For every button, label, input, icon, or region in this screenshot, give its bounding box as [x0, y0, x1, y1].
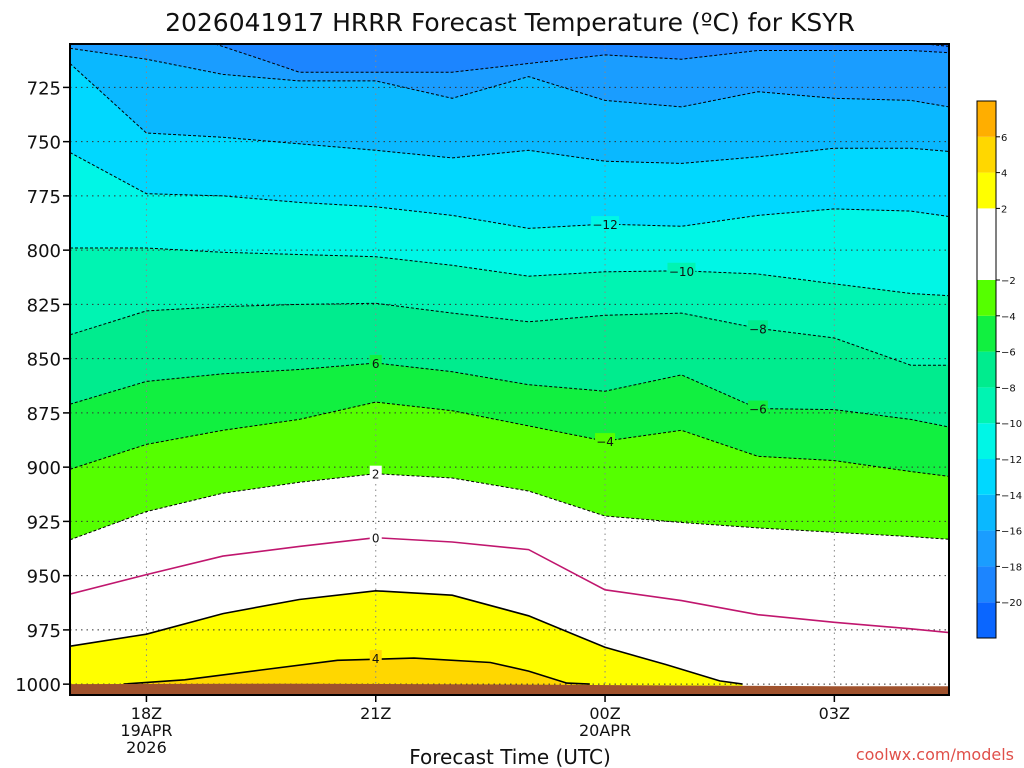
- colorbar-swatch: [977, 459, 996, 495]
- ground-surface: [70, 683, 949, 695]
- contour-lines: 402−46−6−8−10−10−12−12: [70, 44, 949, 685]
- credit-text: coolwx.com/models: [856, 745, 1014, 764]
- colorbar-label: 2: [1001, 204, 1007, 215]
- colorbar-swatch: [977, 387, 996, 424]
- contour-line: [215, 44, 949, 73]
- colorbar-swatch: [977, 172, 996, 209]
- contour-line: [70, 63, 949, 164]
- colorbar-label: 6: [1001, 133, 1007, 144]
- contour-label-bg: [747, 320, 768, 336]
- contour-label-bg: [591, 216, 620, 232]
- colorbar-swatch: [977, 494, 996, 531]
- contour-label-bg: [595, 433, 616, 449]
- colorbar-label: −4: [1001, 312, 1016, 323]
- colorbar: 6 4 2 −2 −4 −6 −8 −10 −12 −14 −16 −18 −20: [976, 100, 1022, 639]
- colorbar-swatch: [977, 423, 996, 459]
- contour-label: −12: [592, 218, 617, 232]
- x-tick-label: 18Z: [131, 704, 162, 723]
- colorbar-swatch: [977, 136, 996, 173]
- colorbar-swatch: [977, 351, 996, 388]
- chart-title: 2026041917 HRRR Forecast Temperature (ºC…: [165, 8, 855, 37]
- contour-label-bg: [369, 650, 382, 666]
- band-fill: [70, 590, 743, 695]
- colorbar-swatch: [977, 208, 996, 280]
- contour-label: 6: [372, 357, 380, 371]
- plot-area: 402−46−6−8−10−10−12−12: [70, 44, 949, 695]
- contour-label-bg: [667, 262, 696, 278]
- x-tick-label: 00Z: [589, 704, 620, 723]
- contour-line: [70, 473, 949, 541]
- contour-label-bg: [747, 400, 768, 416]
- y-tick-label: 900: [27, 458, 61, 479]
- y-tick-label: 775: [27, 187, 61, 208]
- x-tick-label: 2026: [126, 738, 167, 757]
- contour-label: −10: [669, 265, 694, 279]
- colorbar-swatch: [977, 602, 996, 638]
- colorbar-label: −18: [1001, 562, 1022, 573]
- contour-line: [123, 657, 590, 685]
- contour-line: [70, 47, 949, 108]
- colorbar-swatch: [977, 315, 996, 352]
- plot-frame: [69, 43, 950, 696]
- x-tick-label: 19APR: [120, 721, 172, 740]
- colorbar-swatch: [977, 566, 996, 603]
- x-axis-label: Forecast Time (UTC): [409, 745, 611, 768]
- colorbar-swatch: [977, 530, 996, 567]
- y-tick-label: 800: [27, 241, 61, 262]
- contour-line: [70, 401, 949, 477]
- colorbar-label: −6: [1001, 348, 1016, 359]
- colorbar-label: −12: [1001, 455, 1022, 466]
- x-tick-label: 21Z: [360, 704, 391, 723]
- colorbar-label: −10: [1001, 419, 1022, 430]
- contour-label: 0: [372, 532, 380, 546]
- colorbar-label: 4: [1001, 169, 1007, 180]
- contour-label-bg: [369, 465, 382, 481]
- colorbar-label: −8: [1001, 383, 1016, 394]
- contour-line: [70, 589, 743, 685]
- colorbar-label: −16: [1001, 527, 1022, 538]
- contour-label: −6: [749, 403, 767, 417]
- colorbar-swatch: [977, 101, 996, 137]
- x-tick-label: 03Z: [819, 704, 850, 723]
- contour-line: [70, 536, 949, 634]
- y-tick-label: 725: [27, 78, 61, 99]
- colorbar-label: −14: [1001, 491, 1022, 502]
- y-tick-label: 750: [27, 133, 61, 154]
- y-tick-label: 825: [27, 295, 61, 316]
- temperature-fills: [70, 44, 949, 695]
- colorbar-label: −20: [1001, 598, 1022, 609]
- y-tick-label: 950: [27, 567, 61, 588]
- y-tick-label: 925: [27, 512, 61, 533]
- contour-label: 4: [372, 652, 380, 666]
- colorbar-swatch: [977, 280, 996, 316]
- y-tick-label: 875: [27, 404, 61, 425]
- colorbar-frame: [976, 100, 997, 639]
- x-axis: 18Z19APR202621Z00Z20APR03Z06Z09Z: [120, 695, 850, 757]
- contour-label-bg: [369, 529, 382, 545]
- contour-label-bg: [369, 354, 382, 370]
- y-tick-label: 1000: [15, 675, 61, 696]
- y-tick-label: 850: [27, 350, 61, 371]
- contour-label: −4: [596, 435, 614, 449]
- y-axis: 725 750 775 800 825 850 875 900 925 950 975 1000: [15, 78, 70, 696]
- x-tick-label: 20APR: [579, 721, 631, 740]
- y-tick-label: 975: [27, 621, 61, 642]
- contour-line: [70, 152, 949, 229]
- colorbar-label: −2: [1001, 276, 1016, 287]
- contour-label: 2: [372, 468, 380, 482]
- contour-label: −8: [749, 322, 767, 336]
